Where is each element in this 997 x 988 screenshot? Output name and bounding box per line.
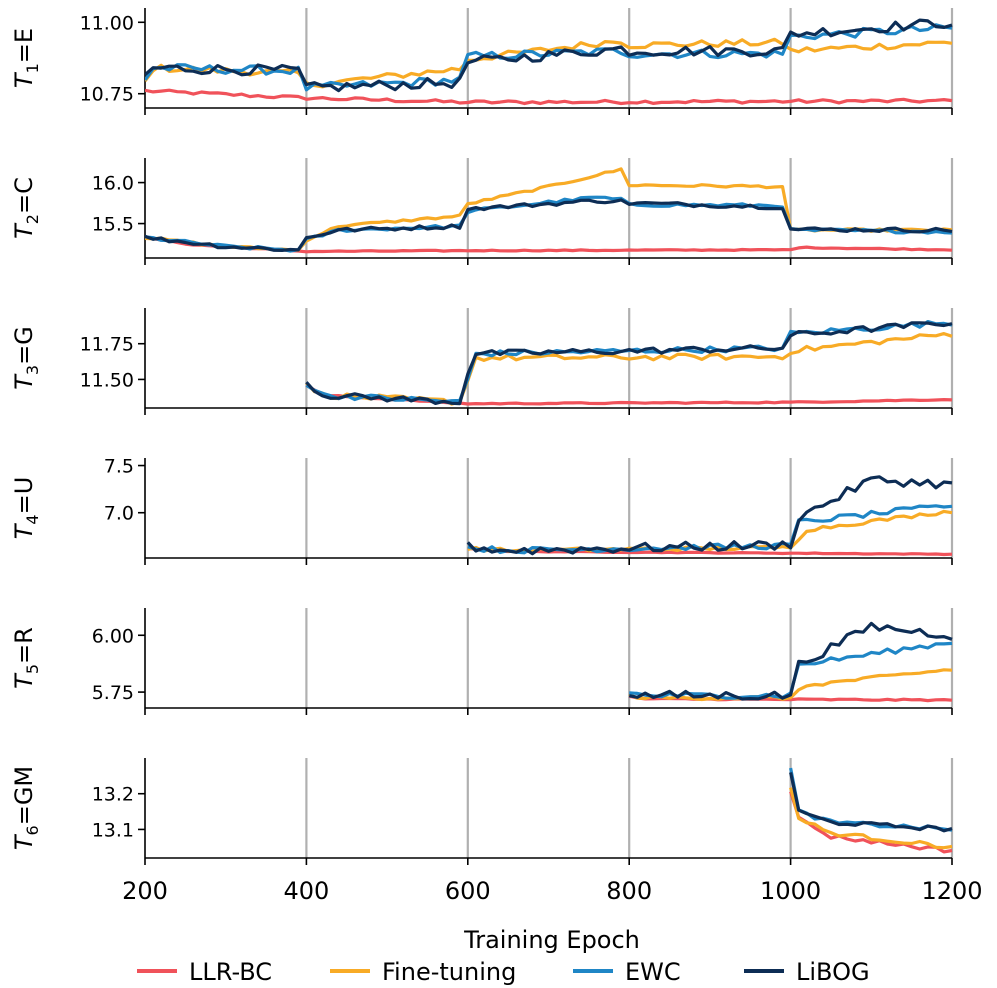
legend-label: EWC xyxy=(625,958,681,986)
y-tick-label: 11.50 xyxy=(80,369,134,391)
legend: LLR-BC Fine-tuning EWC LiBOG xyxy=(137,958,870,986)
series-line-fine-tuning xyxy=(145,167,953,252)
x-axis-label: Training Epoch xyxy=(463,926,640,954)
series-line-llr-bc xyxy=(789,791,953,854)
series-line-libog xyxy=(305,321,953,406)
y-axis-label: T2=C xyxy=(10,177,42,239)
y-tick-label: 5.75 xyxy=(92,682,134,704)
x-tick-label: 400 xyxy=(283,877,329,905)
x-tick-label: 1200 xyxy=(921,877,982,905)
series-line-fine-tuning xyxy=(789,787,953,850)
panel-6: 13.1 13.2 T6=GM xyxy=(10,758,954,865)
series-line-fine-tuning xyxy=(628,668,953,702)
y-tick-label: 16.0 xyxy=(92,173,134,195)
y-axis-label: T6=GM xyxy=(10,766,42,850)
series-line-ewc xyxy=(789,767,953,832)
chart-panels: 10.75 11.00 T1=E 15.5 16.0 T2=C 11.50 11.75 T3=G… xyxy=(10,8,954,865)
x-tick-label: 600 xyxy=(445,877,491,905)
y-tick-label: 15.5 xyxy=(92,214,134,236)
series-line-ewc xyxy=(145,23,953,92)
series-line-libog xyxy=(466,475,953,556)
series-line-libog xyxy=(628,621,953,701)
y-tick-label: 10.75 xyxy=(80,84,134,106)
legend-label: LiBOG xyxy=(796,958,870,986)
x-tick-label: 800 xyxy=(606,877,652,905)
series-line-libog xyxy=(145,18,953,93)
y-tick-label: 6.00 xyxy=(92,625,134,647)
y-axis-label: T4=U xyxy=(10,477,42,540)
y-tick-label: 7.5 xyxy=(104,456,134,478)
y-tick-label: 11.00 xyxy=(80,12,134,34)
y-tick-label: 7.0 xyxy=(104,503,134,525)
series-line-libog xyxy=(789,772,953,833)
x-tick-label: 200 xyxy=(122,877,168,905)
series-line-fine-tuning xyxy=(145,37,953,89)
series-line-llr-bc xyxy=(145,88,953,106)
series-line-ewc xyxy=(145,195,953,253)
panel-1: 10.75 11.00 T1=E xyxy=(10,8,954,115)
y-axis-label: T5=R xyxy=(10,627,42,689)
y-axis-label: T1=E xyxy=(10,28,42,88)
series-line-libog xyxy=(145,198,953,252)
panel-4: 7.0 7.5 T4=U xyxy=(10,456,954,565)
panel-2: 15.5 16.0 T2=C xyxy=(10,158,954,265)
series-line-ewc xyxy=(467,504,953,555)
legend-label: LLR-BC xyxy=(189,958,272,986)
x-tick-label: 1000 xyxy=(760,877,821,905)
x-axis: 200 400 600 800 1000 1200 xyxy=(122,877,982,905)
y-tick-label: 11.75 xyxy=(80,334,134,356)
y-axis-label: T3=G xyxy=(10,326,42,390)
y-tick-label: 13.2 xyxy=(92,784,134,806)
panel-5: 5.75 6.00 T5=R xyxy=(10,608,954,715)
panel-3: 11.50 11.75 T3=G xyxy=(10,308,954,415)
legend-label: Fine-tuning xyxy=(382,958,516,986)
y-tick-label: 13.1 xyxy=(92,819,134,841)
